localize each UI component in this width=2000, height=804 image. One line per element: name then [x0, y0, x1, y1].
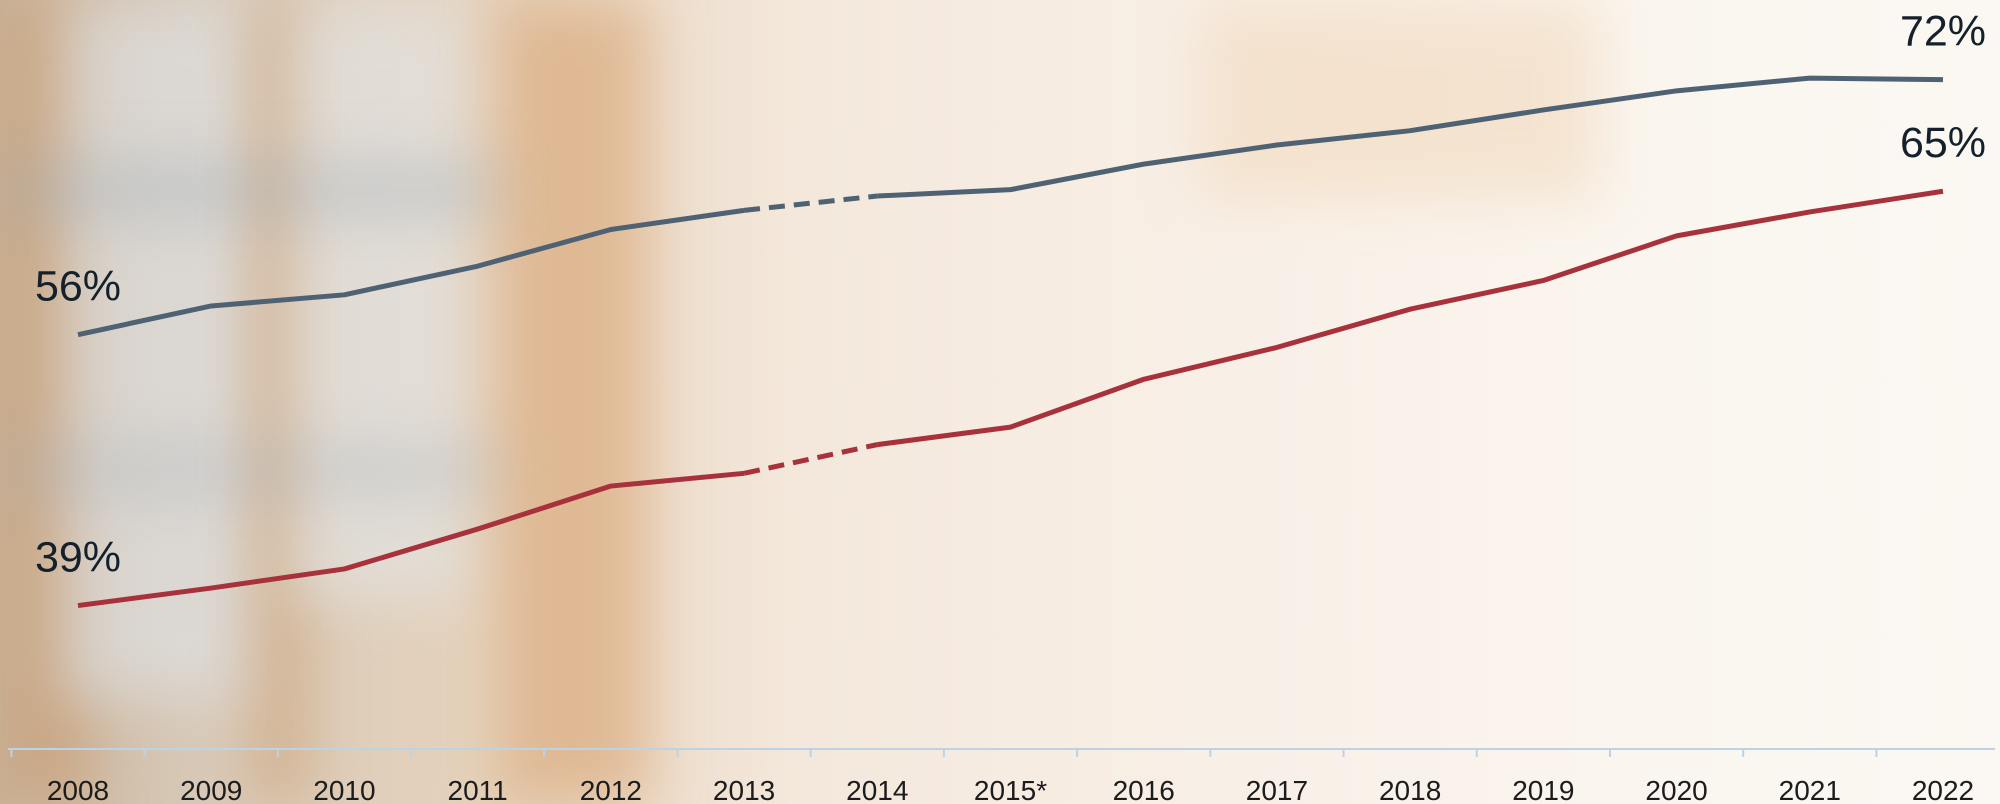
data-label: 65%: [1900, 119, 1986, 167]
data-label: 39%: [35, 534, 121, 582]
x-tick-label: 2009: [180, 775, 242, 804]
bg-shelf: [290, 0, 470, 600]
x-tick-label: 2022: [1912, 775, 1974, 804]
x-tick-label: 2011: [448, 775, 508, 804]
x-tick-label: 2020: [1645, 775, 1707, 804]
x-tick-label: 2018: [1379, 775, 1441, 804]
line-series: [77, 470, 745, 609]
line-series: [876, 188, 1944, 448]
x-tick-label: 2021: [1779, 775, 1841, 804]
bg-shelf: [0, 440, 500, 500]
data-label: 56%: [35, 263, 121, 311]
bg-shelf: [0, 160, 500, 220]
line-series: [877, 75, 1944, 199]
data-label: 72%: [1900, 8, 1986, 56]
x-tick-label: 2012: [580, 775, 642, 804]
x-tick-label: 2017: [1246, 775, 1308, 804]
bg-shelf: [1200, 0, 1600, 200]
line-dashed-segment: [743, 193, 878, 213]
x-tick-label: 2013: [713, 775, 775, 804]
bg-shelf: [500, 0, 650, 804]
x-tick-label: 2008: [47, 775, 109, 804]
line-series: [77, 207, 745, 338]
x-tick-label: 2014: [846, 775, 908, 804]
line-dashed-segment: [743, 442, 878, 476]
x-tick-label: 2019: [1512, 775, 1574, 804]
x-tick-label: 2015*: [974, 775, 1047, 804]
x-tick-label: 2010: [313, 775, 375, 804]
x-tick-label: 2016: [1113, 775, 1175, 804]
